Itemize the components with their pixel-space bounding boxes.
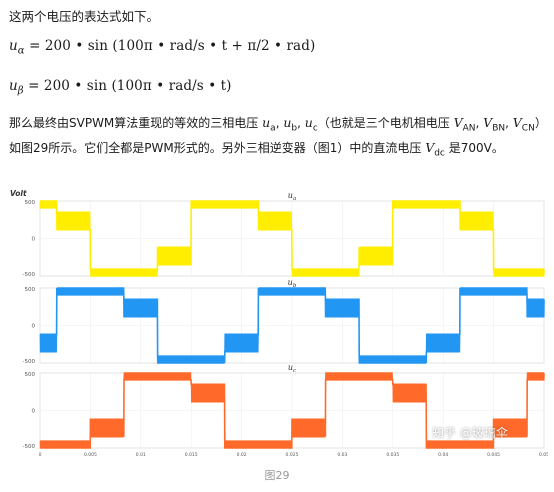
x-tick-label: 0.05 [539, 452, 548, 458]
y-tick-label: 0 [32, 409, 36, 415]
x-tick-label: 0.02 [237, 452, 247, 458]
figure-caption: 图29 [264, 469, 290, 482]
x-tick-label: 0.015 [185, 452, 198, 458]
description-paragraph: 那么最终由SVPWM算法重现的等效的三相电压 ua, ub, uc（也就是三个电… [9, 115, 547, 159]
equation-u-alpha: uα = 200 • sin (100π • rad/s • t + π/2 •… [9, 38, 316, 57]
y-axis-label: Volt [10, 189, 27, 198]
y-tick-label: 500 [25, 287, 36, 293]
series-line-3 [39, 372, 545, 449]
watermark: 知乎 @玻璃伞 [432, 426, 508, 440]
x-axis-label: t /s [286, 460, 299, 461]
x-tick-label: 0.01 [136, 452, 146, 458]
x-tick-label: 0.005 [84, 452, 97, 458]
x-tick-label: 0.03 [337, 452, 347, 458]
panel-title-3: uc [288, 363, 296, 374]
y-tick-label: 500 [25, 372, 36, 378]
equation-u-beta: uβ = 200 • sin (100π • rad/s • t) [9, 78, 232, 97]
y-tick-label: -500 [23, 359, 36, 365]
y-tick-label: -500 [23, 272, 36, 278]
panel-title-1: ua [288, 191, 296, 202]
x-tick-label: 0 [39, 452, 42, 458]
x-tick-label: 0.025 [286, 452, 299, 458]
series-line-2 [39, 287, 545, 364]
y-tick-label: 0 [32, 237, 36, 243]
series-line-1 [39, 200, 545, 277]
x-tick-label: 0.045 [487, 452, 500, 458]
intro-text: 这两个电压的表达式如下。 [9, 9, 160, 24]
x-tick-label: 0.04 [438, 452, 448, 458]
y-tick-label: 500 [25, 200, 36, 206]
y-tick-label: 0 [32, 324, 36, 330]
panel-title-2: ub [288, 278, 297, 289]
y-tick-label: -500 [23, 444, 36, 450]
x-tick-label: 0.035 [386, 452, 399, 458]
